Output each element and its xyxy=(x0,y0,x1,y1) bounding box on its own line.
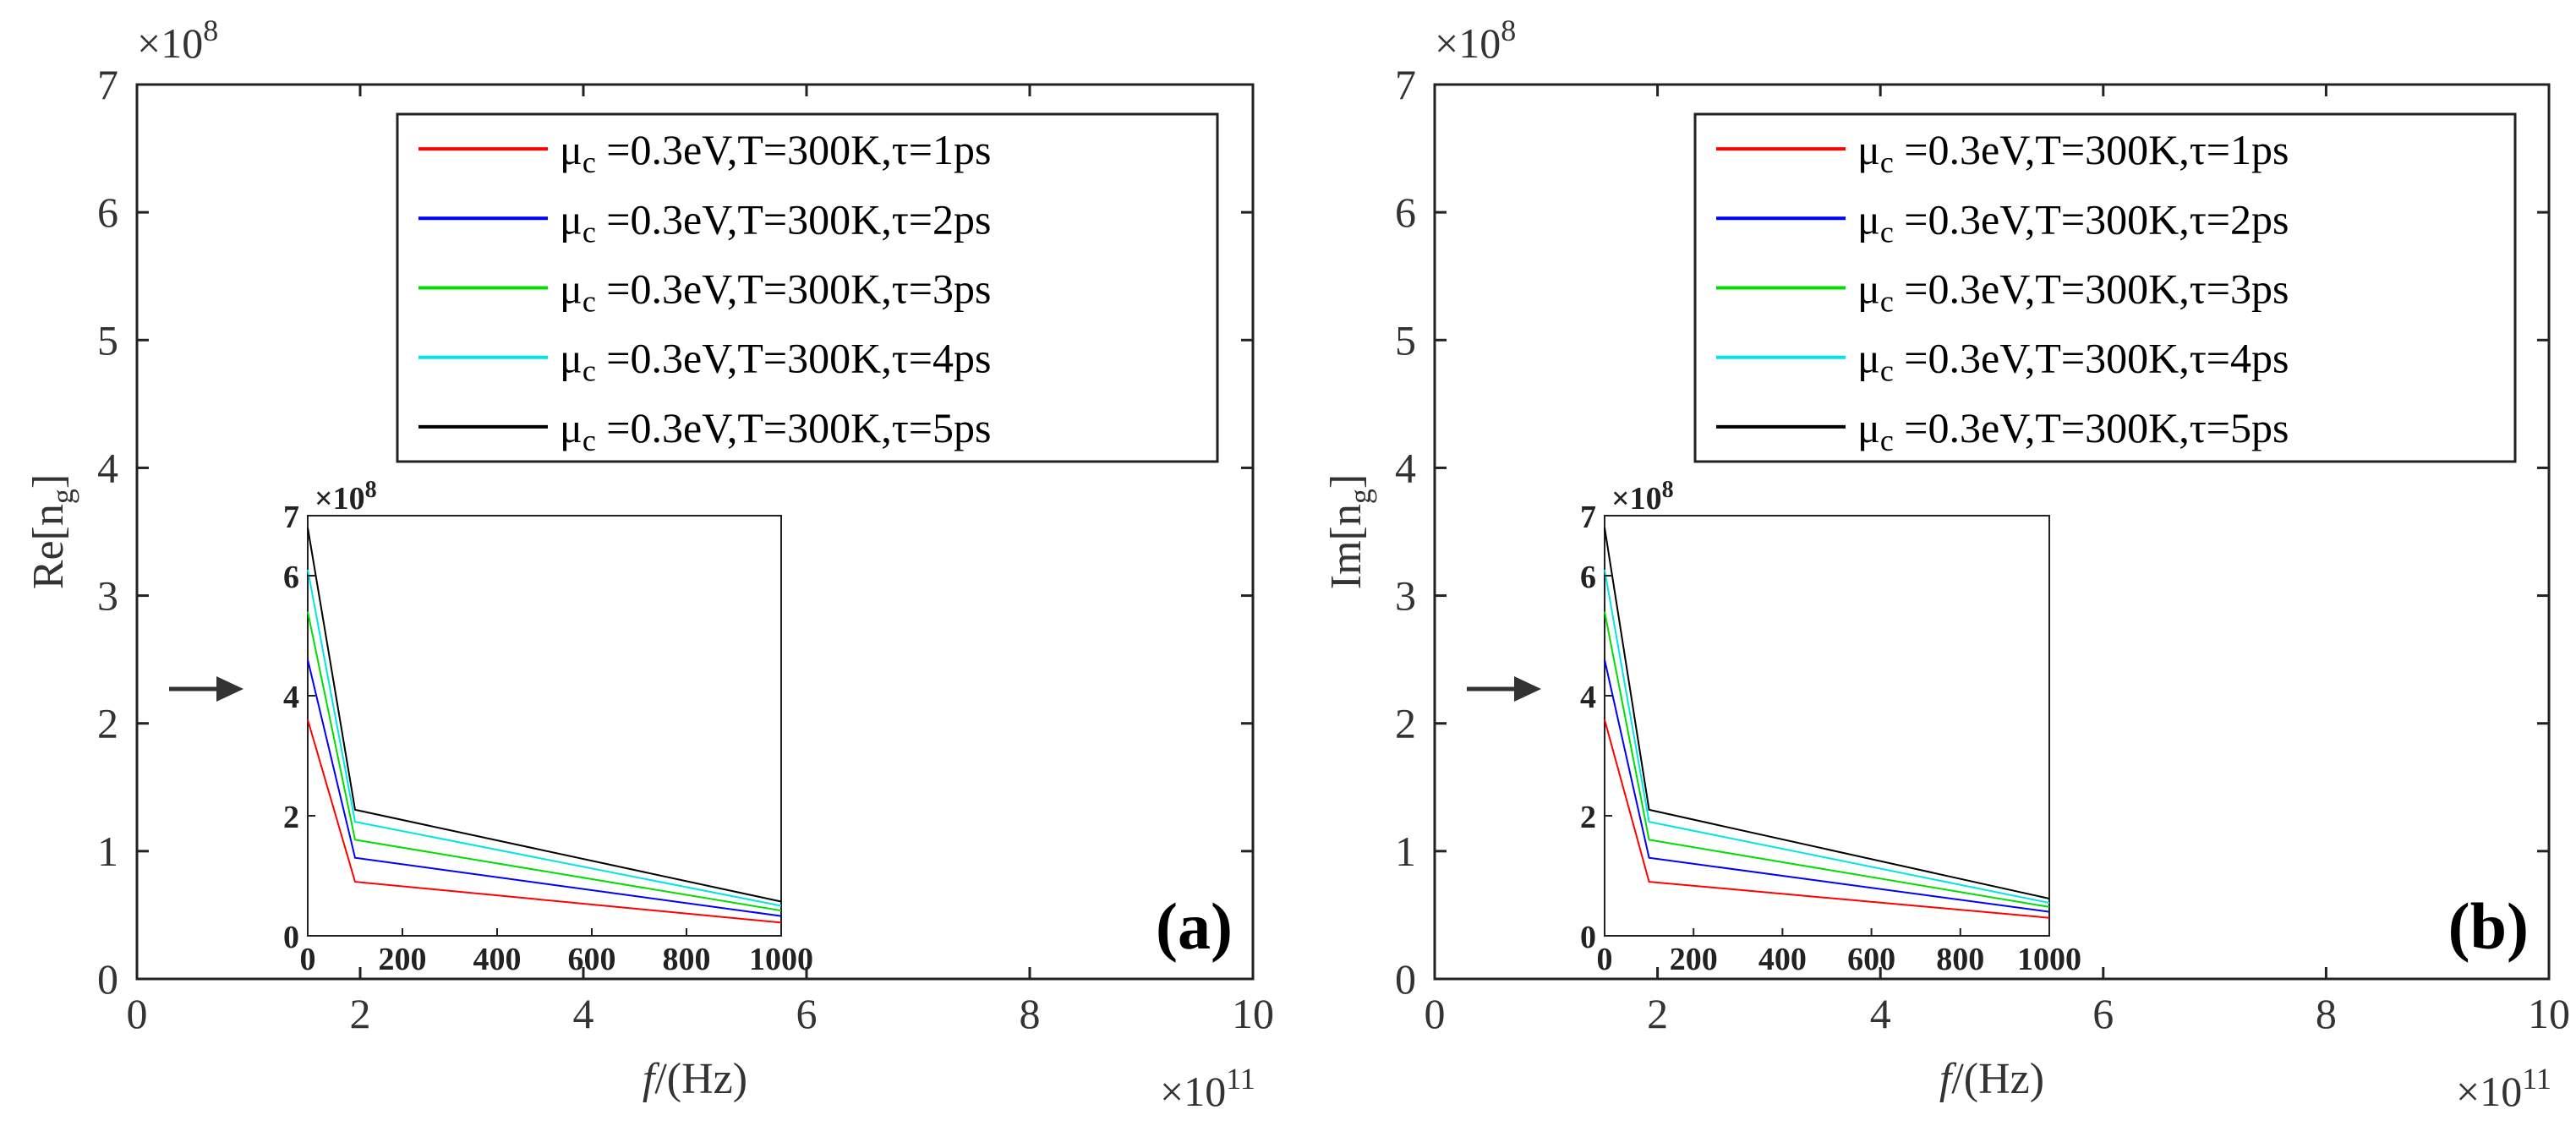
inset-series-line xyxy=(307,719,782,924)
inset-frame xyxy=(307,515,782,937)
y-tick-label: 3 xyxy=(1395,572,1416,620)
inset-series-line xyxy=(307,659,782,917)
x-axis-label: f/(Hz) xyxy=(1939,1055,2044,1103)
legend-label: μc =0.3eV,T=300K,τ=5ps xyxy=(1857,404,2289,457)
x-tick-label: 0 xyxy=(1425,990,1446,1037)
inset-y-tick-label: 6 xyxy=(1580,560,1596,595)
inset-y-tick-label: 0 xyxy=(283,920,299,955)
y-tick-label: 1 xyxy=(1395,828,1416,875)
y-tick-label: 3 xyxy=(97,572,118,620)
inset-series-line xyxy=(1604,611,2050,908)
inset-x-tick-label: 0 xyxy=(300,942,316,977)
y-tick-label: 6 xyxy=(1395,189,1416,236)
legend-label: μc =0.3eV,T=300K,τ=2ps xyxy=(560,195,991,249)
inset-x-tick-label: 600 xyxy=(568,942,616,977)
y-tick-label: 7 xyxy=(97,61,118,108)
x-axis-label: f/(Hz) xyxy=(643,1055,747,1103)
inset-arrow-head xyxy=(216,676,243,702)
legend: μc =0.3eV,T=300K,τ=1ps μc =0.3eV,T=300K,τ… xyxy=(1693,112,2517,463)
legend-label: μc =0.3eV,T=300K,τ=3ps xyxy=(1857,265,2289,319)
inset-series-line xyxy=(307,528,782,903)
inset-x-tick-label: 200 xyxy=(1670,942,1718,977)
inset-plot: 0 200 400 600 800 1000 0 2 4 6 7 ×108 xyxy=(283,477,813,977)
inset-x-tick-label: 1000 xyxy=(2017,942,2081,977)
inset-y-tick-label: 6 xyxy=(283,560,299,595)
inset-x-tick-label: 1000 xyxy=(749,942,813,977)
inset-x-tick-label: 600 xyxy=(1847,942,1895,977)
y-tick-label: 1 xyxy=(97,828,118,875)
x-exponent: ×1011 xyxy=(1160,1062,1255,1115)
inset-series-line xyxy=(1604,569,2050,904)
legend-label: μc =0.3eV,T=300K,τ=1ps xyxy=(560,126,991,179)
x-exponent: ×1011 xyxy=(2456,1062,2551,1115)
y-tick-label: 5 xyxy=(1395,316,1416,364)
inset-y-exponent: ×108 xyxy=(1611,477,1674,517)
y-tick-label: 5 xyxy=(97,316,118,364)
inset-series-line xyxy=(307,569,782,907)
panel-b: 0 2 4 6 8 1001234567×108×1011f/(Hz)Im[ng](b)μ… xyxy=(1322,14,2570,1115)
y-exponent: ×108 xyxy=(137,14,218,67)
inset-y-exponent: ×108 xyxy=(314,477,377,517)
y-axis-label: Re[ng] xyxy=(25,474,79,589)
x-tick-label: 10 xyxy=(2528,990,2570,1037)
inset-x-tick-label: 400 xyxy=(473,942,522,977)
y-tick-label: 0 xyxy=(1395,955,1416,1003)
inset-series-line xyxy=(1604,719,2050,919)
y-axis-label: Im[ng] xyxy=(1322,474,1377,589)
x-tick-label: 6 xyxy=(2092,990,2114,1037)
legend: μc =0.3eV,T=300K,τ=1ps μc =0.3eV,T=300K,τ… xyxy=(396,112,1219,463)
axes-frame xyxy=(1433,83,2551,981)
inset-x-tick-label: 800 xyxy=(1936,942,1984,977)
y-tick-label: 2 xyxy=(1395,700,1416,747)
legend-label: μc =0.3eV,T=300K,τ=1ps xyxy=(1857,126,2289,179)
inset-frame xyxy=(1604,515,2050,937)
inset-series-line xyxy=(307,611,782,912)
inset-arrow-head xyxy=(1514,676,1541,702)
axes-frame xyxy=(135,83,1255,981)
y-tick-label: 7 xyxy=(1395,61,1416,108)
inset-x-tick-label: 0 xyxy=(1597,942,1613,977)
y-tick-label: 6 xyxy=(97,189,118,236)
inset-y-tick-label: 4 xyxy=(283,680,299,715)
inset-y-tick-label: 4 xyxy=(1580,680,1596,715)
x-tick-label: 8 xyxy=(2316,990,2337,1037)
panel-a: 0 2 4 6 8 1001234567×108×1011f/(Hz)Re[ng](a)μ… xyxy=(25,14,1274,1115)
panel-label: (b) xyxy=(2448,889,2529,963)
x-tick-label: 2 xyxy=(1647,990,1668,1037)
y-exponent: ×108 xyxy=(1435,14,1516,67)
inset-y-tick-label: 2 xyxy=(1580,800,1596,835)
x-tick-label: 6 xyxy=(796,990,818,1037)
inset-plot: 0 200 400 600 800 1000 0 2 4 6 7 ×108 xyxy=(1580,477,2081,977)
legend-label: μc =0.3eV,T=300K,τ=2ps xyxy=(1857,195,2289,249)
y-tick-label: 4 xyxy=(1395,444,1416,491)
inset-series-line xyxy=(1604,659,2050,913)
x-tick-label: 2 xyxy=(350,990,371,1037)
inset-x-tick-label: 800 xyxy=(663,942,711,977)
inset-y-tick-label: 7 xyxy=(283,500,299,535)
x-tick-label: 10 xyxy=(1232,990,1274,1037)
inset-y-tick-label: 2 xyxy=(283,800,299,835)
y-tick-label: 0 xyxy=(97,955,118,1003)
y-tick-label: 4 xyxy=(97,444,118,491)
inset-y-tick-label: 0 xyxy=(1580,920,1596,955)
x-tick-label: 8 xyxy=(1020,990,1041,1037)
x-tick-label: 0 xyxy=(127,990,148,1037)
legend-label: μc =0.3eV,T=300K,τ=3ps xyxy=(560,265,991,319)
legend-label: μc =0.3eV,T=300K,τ=5ps xyxy=(560,404,991,457)
y-tick-label: 2 xyxy=(97,700,118,747)
inset-x-tick-label: 200 xyxy=(379,942,427,977)
legend-label: μc =0.3eV,T=300K,τ=4ps xyxy=(1857,335,2289,388)
inset-x-tick-label: 400 xyxy=(1758,942,1807,977)
legend-label: μc =0.3eV,T=300K,τ=4ps xyxy=(560,335,991,388)
inset-y-tick-label: 7 xyxy=(1580,500,1596,535)
panel-label: (a) xyxy=(1156,889,1233,963)
x-tick-label: 4 xyxy=(573,990,594,1037)
x-tick-label: 4 xyxy=(1870,990,1891,1037)
inset-series-line xyxy=(1604,528,2050,899)
